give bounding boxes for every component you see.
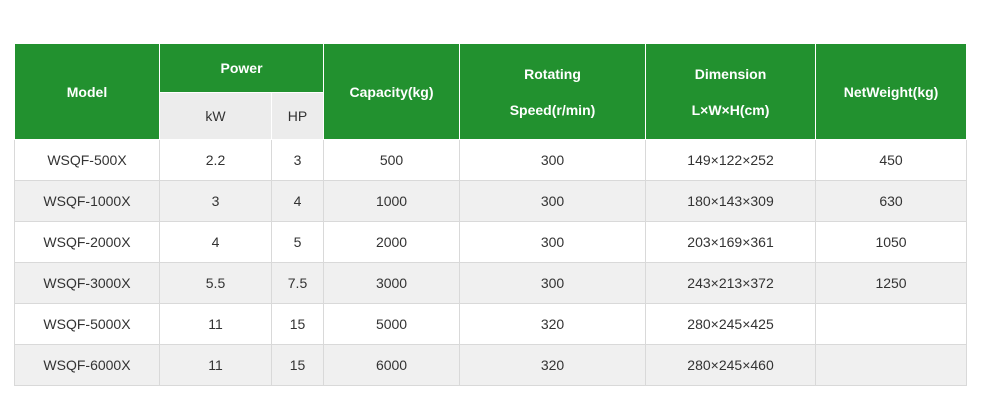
header-capacity: Capacity(kg) [323,43,461,140]
header-model: Model [14,43,160,140]
table-row: WSQF-2000X 4 5 2000 300 203×169×361 1050 [14,221,968,263]
subheader-kw: kW [159,92,272,140]
cell-hp: 5 [270,221,325,263]
subheader-row: kW HP [15,92,967,140]
cell-kw: 3 [159,180,272,222]
cell-model: WSQF-500X [14,139,160,181]
cell-speed: 300 [459,180,647,222]
cell-capacity: 1000 [323,180,461,222]
header-rotating-speed: Rotating Speed(r/min) [459,43,647,140]
cell-kw: 2.2 [159,139,272,181]
table-row: WSQF-6000X 11 15 6000 320 280×245×460 [14,344,968,386]
cell-weight [815,303,968,345]
table-body: WSQF-500X 2.2 3 500 300 149×122×252 450 … [14,139,968,386]
cell-dimension: 280×245×425 [645,303,817,345]
cell-dimension: 149×122×252 [645,139,817,181]
cell-capacity: 2000 [323,221,461,263]
cell-hp: 4 [270,180,325,222]
cell-hp: 3 [270,139,325,181]
header-dimension: Dimension L×W×H(cm) [645,43,817,140]
cell-model: WSQF-1000X [14,180,160,222]
cell-weight: 1250 [815,262,968,304]
table-row: WSQF-500X 2.2 3 500 300 149×122×252 450 [14,139,968,181]
cell-capacity: 500 [323,139,461,181]
table-row: WSQF-5000X 11 15 5000 320 280×245×425 [14,303,968,345]
cell-dimension: 243×213×372 [645,262,817,304]
header-dimension-line1: Dimension [694,65,767,82]
cell-dimension: 203×169×361 [645,221,817,263]
cell-speed: 300 [459,221,647,263]
cell-weight: 630 [815,180,968,222]
cell-weight: 450 [815,139,968,181]
cell-model: WSQF-6000X [14,344,160,386]
cell-dimension: 280×245×460 [645,344,817,386]
cell-model: WSQF-3000X [14,262,160,304]
cell-hp: 15 [270,344,325,386]
cell-speed: 320 [459,303,647,345]
cell-kw: 11 [159,344,272,386]
cell-kw: 11 [159,303,272,345]
cell-hp: 15 [270,303,325,345]
cell-kw: 4 [159,221,272,263]
cell-model: WSQF-2000X [14,221,160,263]
table-row: WSQF-1000X 3 4 1000 300 180×143×309 630 [14,180,968,222]
table-row: WSQF-3000X 5.5 7.5 3000 300 243×213×372 … [14,262,968,304]
cell-speed: 320 [459,344,647,386]
cell-capacity: 6000 [323,344,461,386]
header-power: Power [158,43,325,93]
header-rotating-speed-line2: Speed(r/min) [509,101,596,118]
spec-table: Model Power Capacity(kg) Rotating Speed(… [14,43,968,386]
cell-kw: 5.5 [159,262,272,304]
header-dimension-line2: L×W×H(cm) [691,101,770,118]
cell-speed: 300 [459,262,647,304]
cell-capacity: 3000 [323,262,461,304]
cell-capacity: 5000 [323,303,461,345]
table-header: Model Power Capacity(kg) Rotating Speed(… [14,43,968,140]
header-net-weight: NetWeight(kg) [815,43,968,140]
cell-hp: 7.5 [270,262,325,304]
cell-weight: 1050 [815,221,968,263]
subheader-hp: HP [270,92,325,140]
cell-dimension: 180×143×309 [645,180,817,222]
cell-weight [815,344,968,386]
cell-model: WSQF-5000X [14,303,160,345]
header-row: Model Power Capacity(kg) Rotating Speed(… [14,43,968,140]
header-rotating-speed-line1: Rotating [524,65,581,82]
cell-speed: 300 [459,139,647,181]
